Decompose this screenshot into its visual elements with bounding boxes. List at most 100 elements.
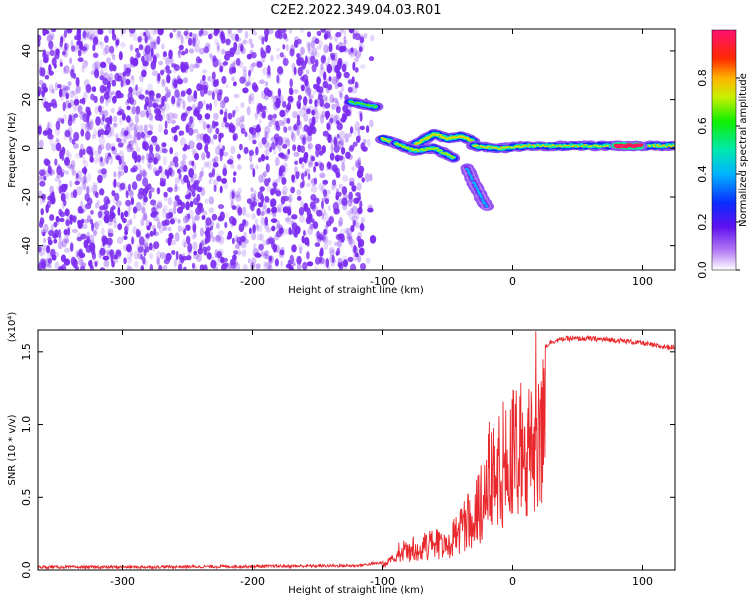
noise-blob [97,129,102,138]
noise-blob [148,242,153,251]
noise-blob [330,143,334,153]
noise-blob [121,234,129,241]
noise-blob [161,112,165,120]
noise-blob [276,219,281,229]
noise-blob [82,148,86,156]
noise-blob [255,263,261,270]
noise-blob [243,231,248,241]
noise-blob [265,239,270,246]
noise-blob [189,200,194,208]
noise-blob [145,233,150,239]
noise-blob [58,208,63,216]
noise-blob [165,91,171,99]
noise-blob [89,35,93,41]
noise-blob [80,176,87,184]
colorbar-label: Normalized spectral amplitude [738,73,749,227]
noise-blob [64,208,70,217]
noise-blob [142,213,148,221]
noise-blob [158,123,163,133]
noise-blob [160,69,165,76]
noise-blob [292,144,297,152]
noise-blob [127,266,134,270]
noise-blob [134,141,139,148]
noise-blob [127,219,132,226]
noise-blob [38,131,41,137]
noise-blob [165,65,170,71]
noise-blob [342,104,349,113]
noise-blob [211,213,218,221]
noise-blob [241,206,247,216]
noise-blob [332,226,338,233]
noise-blob [264,148,270,156]
signal-blob [475,186,478,189]
noise-blob [370,34,375,42]
noise-blob [125,68,131,77]
noise-blob [160,101,165,107]
noise-blob [92,184,98,194]
noise-blob [311,156,316,162]
noise-blob [90,93,95,101]
noise-blob [159,252,167,260]
noise-blob [112,64,117,72]
noise-blob [256,207,261,216]
noise-blob [237,206,243,216]
noise-blob [163,128,169,135]
noise-blob [105,142,111,151]
noise-blob [85,122,91,128]
noise-blob [334,83,339,90]
noise-blob [149,230,154,237]
noise-blob [254,218,259,228]
noise-blob [282,57,289,67]
noise-blob [72,117,76,125]
noise-blob [264,131,268,139]
noise-blob [318,40,323,48]
noise-blob [70,214,77,221]
noise-blob [230,145,236,155]
noise-blob [38,246,42,253]
noise-blob [222,262,229,268]
noise-blob [277,66,284,75]
noise-blob [343,263,348,270]
noise-blob [293,39,299,48]
noise-blob [356,161,361,168]
noise-blob [42,51,46,59]
noise-blob [270,136,277,142]
noise-blob [148,140,155,145]
noise-blob [245,213,251,218]
noise-blob [349,50,355,58]
noise-blob [336,247,341,256]
noise-blob [263,222,270,229]
noise-blob [228,29,232,35]
signal-blob [434,133,437,136]
signal-blob [587,145,591,148]
noise-blob [342,174,349,182]
signal-blob [424,149,428,152]
noise-blob [156,257,161,266]
noise-blob [319,173,326,179]
noise-blob [54,177,60,182]
noise-blob [80,122,87,130]
noise-blob [145,89,149,95]
noise-blob [333,144,340,153]
noise-blob [311,218,315,224]
noise-blob [245,220,250,227]
noise-blob [188,48,195,54]
signal-blob [437,150,440,152]
noise-blob [270,90,274,99]
noise-blob [300,46,305,56]
noise-blob [255,146,259,156]
noise-blob [367,207,374,213]
noise-blob [244,239,249,244]
noise-blob [282,54,287,61]
noise-blob [316,78,322,84]
noise-blob [98,104,105,115]
noise-blob [189,116,193,124]
noise-blob [103,260,110,268]
noise-blob [132,214,137,219]
noise-blob [90,33,96,40]
noise-blob [68,152,72,159]
noise-blob [130,105,136,115]
noise-blob [213,121,219,127]
noise-blob [315,150,321,155]
signal-blob [662,144,666,147]
